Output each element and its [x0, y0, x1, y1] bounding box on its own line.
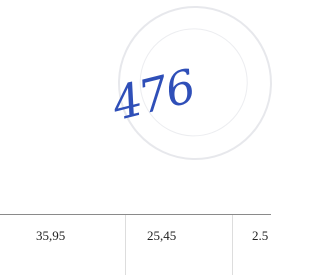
- document: 476 35,95 25,45 2.5 {"handwritten_note":…: [0, 0, 271, 275]
- column-divider: [125, 215, 126, 275]
- table-cell: 35,95: [36, 228, 65, 244]
- table-cell: 25,45: [147, 228, 176, 244]
- table-cell: 2.5: [252, 228, 268, 244]
- page: Document fragment html, body { margin: 0…: [0, 0, 271, 275]
- table-rule: [0, 214, 271, 215]
- column-divider: [232, 215, 233, 275]
